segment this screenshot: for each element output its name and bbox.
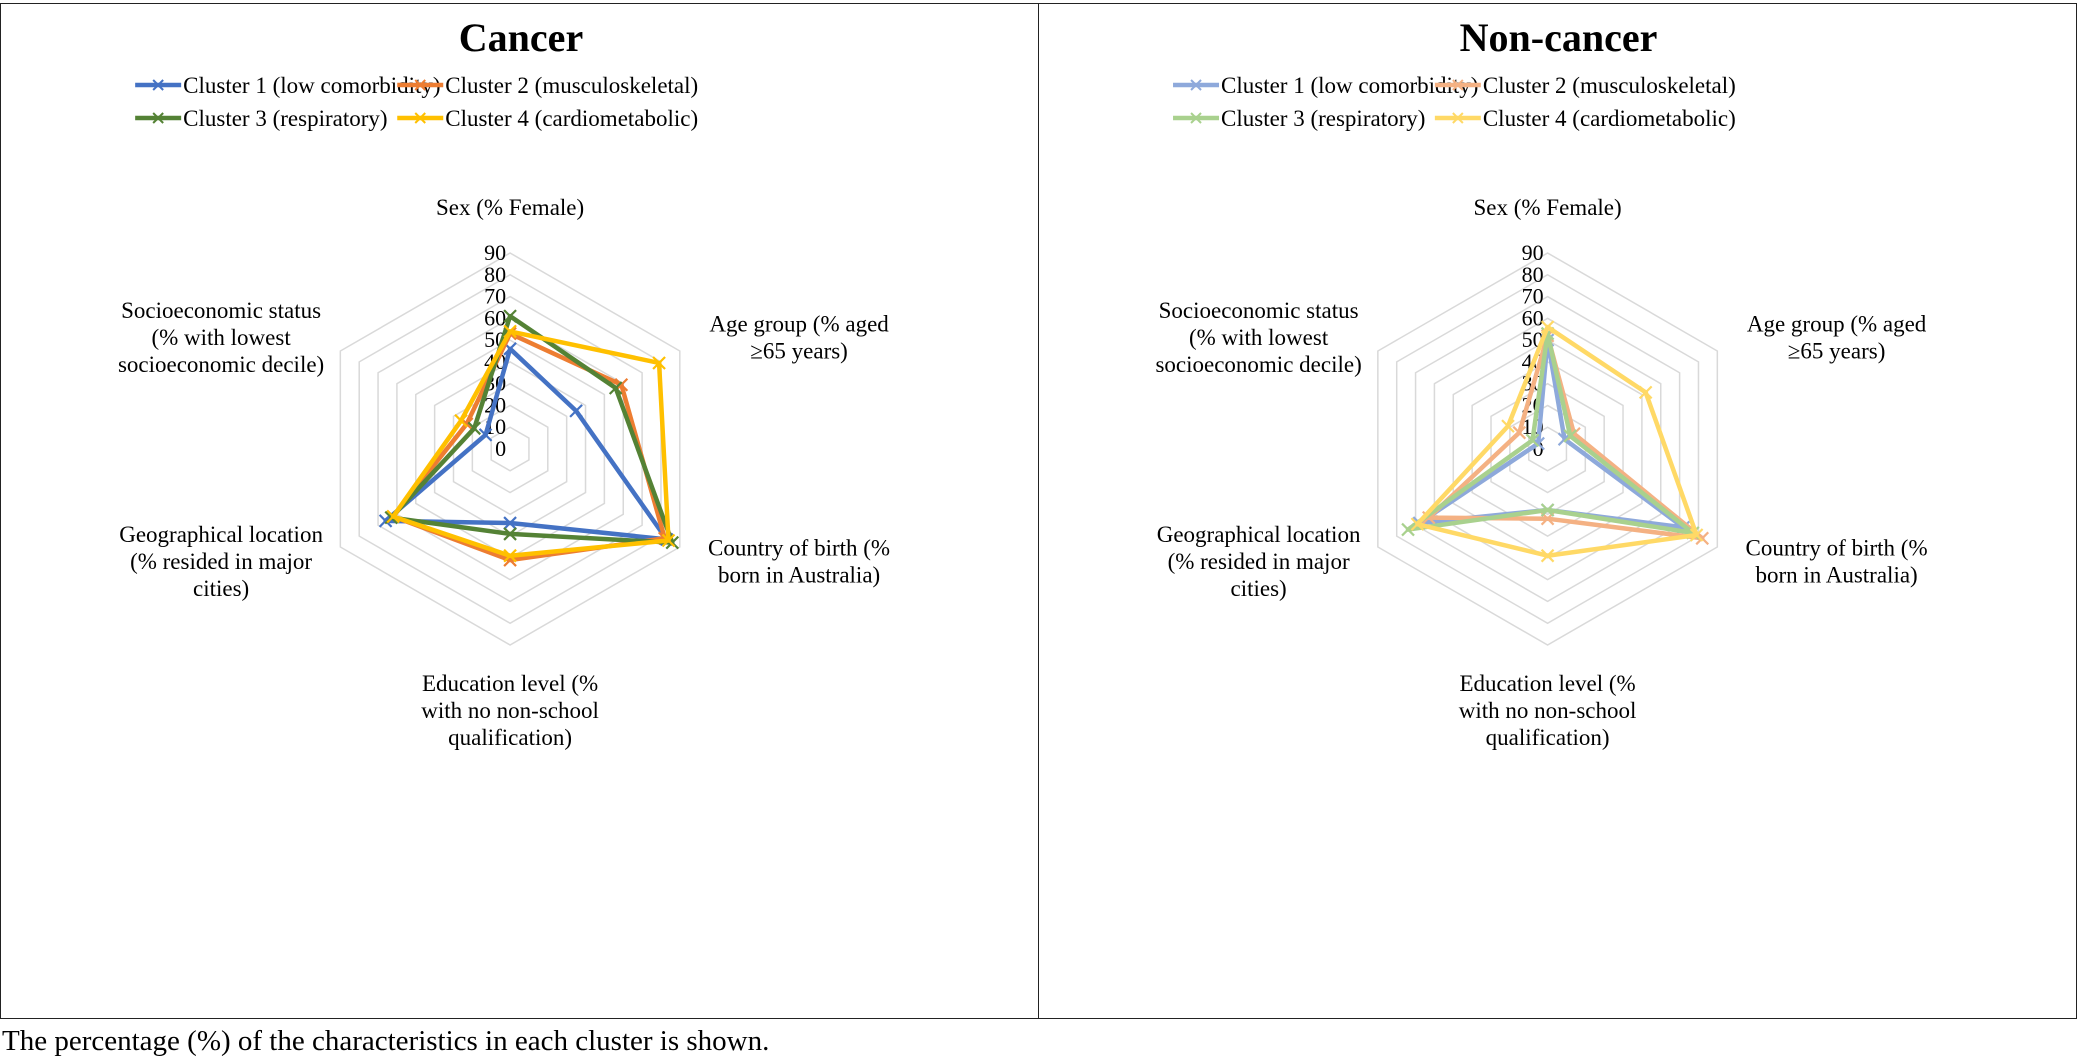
legend-marker-icon <box>1452 112 1464 124</box>
legend-marker-icon <box>414 112 426 124</box>
legend-item-2: Cluster 2 (musculoskeletal) <box>1434 73 1736 98</box>
legend-marker-icon <box>414 79 426 91</box>
axis-label: Age group (% aged ≥65 years) <box>1747 312 1927 364</box>
data-point-marker <box>1501 419 1515 433</box>
data-point-marker <box>478 428 493 442</box>
grid-ring <box>1377 252 1719 646</box>
chart-title: Cancer <box>459 15 583 60</box>
data-point-marker <box>386 509 400 524</box>
legend-label: Cluster 2 (musculoskeletal) <box>445 73 698 98</box>
axis-label: Age group (% aged ≥65 years) <box>709 312 889 364</box>
series-4 <box>386 324 676 563</box>
data-point-marker <box>661 533 676 548</box>
legend-marker-icon <box>1452 79 1464 91</box>
legend-item-4: Cluster 4 (cardiometabolic) <box>397 106 698 131</box>
data-point-marker <box>1540 548 1555 563</box>
radar-grid <box>1377 252 1719 646</box>
radial-tick-label: 70 <box>1522 284 1544 309</box>
radial-tick-label: 80 <box>484 262 506 287</box>
data-point-marker <box>1563 429 1578 443</box>
radial-tick-label: 80 <box>1522 262 1544 287</box>
grid-ring <box>1490 382 1605 516</box>
data-point-marker <box>1689 528 1704 542</box>
legend-label: Cluster 4 (cardiometabolic) <box>445 106 698 131</box>
cancer-chart-panel: Cancer Cluster 1 (low comorbidity) Cluster… <box>0 3 1040 1019</box>
axis-label: Sex (% Female) <box>436 195 584 220</box>
data-point-marker <box>569 404 583 418</box>
data-point-marker <box>503 309 517 323</box>
series-line <box>389 313 675 545</box>
legend-marker-icon <box>1190 79 1202 91</box>
legend-label: Cluster 2 (musculoskeletal) <box>1483 73 1736 98</box>
data-point-marker <box>608 381 623 395</box>
series-4 <box>1410 320 1704 563</box>
legend-item-1: Cluster 1 (low comorbidity) <box>135 73 441 98</box>
data-point-marker <box>1525 433 1540 448</box>
data-point-marker <box>503 548 517 563</box>
legend-label: Cluster 3 (respiratory) <box>183 106 387 131</box>
axis-label: Geographical location (% resided in major… <box>119 522 323 601</box>
axis-label: Socioeconomic status (% with lowest socioe… <box>1155 298 1361 377</box>
legend-item-1: Cluster 1 (low comorbidity) <box>1173 73 1478 98</box>
legend-item-3: Cluster 3 (respiratory) <box>1173 106 1425 131</box>
data-point-marker <box>1410 517 1425 531</box>
non-cancer-chart-panel: Non-cancer Cluster 1 (low comorbidity) Clu… <box>1038 3 2077 1019</box>
data-point-marker <box>503 516 517 530</box>
radar-grid <box>339 252 681 646</box>
data-point-marker <box>652 356 666 370</box>
radial-tick-label: 90 <box>484 240 506 265</box>
legend-marker-icon <box>1190 112 1202 124</box>
axis-label: Country of birth (% born in Australia) <box>1746 536 1928 588</box>
figure-caption: The percentage (%) of the characteristic… <box>2 1025 770 1057</box>
legend-item-4: Cluster 4 (cardiometabolic) <box>1434 106 1736 131</box>
data-point-marker <box>1512 425 1527 440</box>
radial-tick-label: 60 <box>1522 305 1544 330</box>
legend-label: Cluster 4 (cardiometabolic) <box>1483 106 1736 131</box>
data-point-marker <box>1540 320 1555 334</box>
radial-tick-label: 90 <box>1522 240 1544 265</box>
axis-label: Country of birth (% born in Australia) <box>708 536 890 588</box>
radial-tick-label: 0 <box>495 436 506 461</box>
data-point-marker <box>503 324 517 339</box>
legend-marker-icon <box>152 112 164 124</box>
radial-tick-label: 60 <box>484 305 506 330</box>
grid-ring <box>396 317 624 581</box>
axis-label: Education level (% with no non-school qual… <box>421 671 599 750</box>
data-point-marker <box>454 413 468 428</box>
axis-label: Geographical location (% resided in major… <box>1157 522 1361 601</box>
grid-ring <box>490 426 530 472</box>
grid-ring <box>1414 295 1681 603</box>
series-1 <box>378 342 674 547</box>
data-point-marker <box>467 421 482 436</box>
grid-ring <box>1433 317 1662 581</box>
grid-ring <box>452 382 568 516</box>
axis-label: Education level (% with no non-school qual… <box>1459 671 1637 750</box>
legend-item-3: Cluster 3 (respiratory) <box>135 106 388 131</box>
grid-ring <box>1395 273 1700 625</box>
legend-item-2: Cluster 2 (musculoskeletal) <box>397 73 698 98</box>
chart-title: Non-cancer <box>1460 15 1658 60</box>
data-point-marker <box>1401 522 1415 537</box>
radial-tick-label: 70 <box>484 284 506 309</box>
data-point-marker <box>1638 385 1653 400</box>
series-line <box>1417 337 1686 530</box>
data-point-marker <box>503 527 517 541</box>
grid-ring <box>1471 361 1624 537</box>
grid-ring <box>339 252 681 646</box>
legend-label: Cluster 3 (respiratory) <box>1221 106 1425 131</box>
axis-label: Sex (% Female) <box>1473 195 1621 220</box>
data-point-marker <box>1540 503 1555 517</box>
legend-marker-icon <box>152 79 164 91</box>
grid-ring <box>377 295 643 603</box>
grid-ring <box>358 273 662 625</box>
radial-tick-label: 0 <box>1533 436 1544 461</box>
axis-label: Socioeconomic status (% with lowest socioe… <box>118 298 324 377</box>
